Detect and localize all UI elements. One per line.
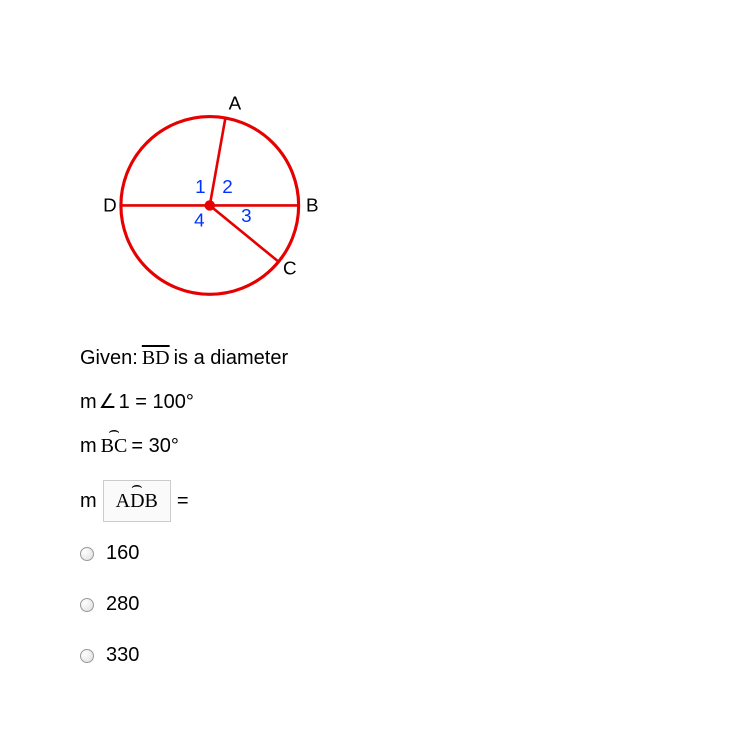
option-280[interactable]: 280 — [80, 593, 680, 616]
radio-icon[interactable] — [80, 547, 94, 561]
label-B: B — [306, 195, 319, 216]
question-arc-box: ADB — [103, 480, 171, 522]
question-line: m ADB = — [80, 480, 680, 522]
label-A: A — [229, 92, 242, 113]
label-D: D — [103, 195, 117, 216]
angle-label-3: 3 — [241, 205, 251, 226]
label-C: C — [283, 257, 297, 278]
radio-icon[interactable] — [80, 649, 94, 663]
measure-m-2: m — [80, 428, 97, 464]
given-section: Given: BD is a diameter m ∠ 1 = 100° m B… — [80, 340, 680, 522]
arc-bc-value: = 30° — [131, 428, 178, 464]
diameter-suffix: is a diameter — [174, 340, 289, 376]
angle-label-4: 4 — [194, 209, 204, 230]
question-eq: = — [177, 483, 189, 519]
center-dot — [205, 200, 215, 210]
given-diameter-line: Given: BD is a diameter — [80, 340, 680, 376]
angle-label-1: 1 — [195, 176, 205, 197]
segment-BD: BD — [142, 340, 170, 376]
option-160[interactable]: 160 — [80, 542, 680, 565]
measure-m-1: m — [80, 384, 97, 420]
options-list: 160 280 330 — [80, 542, 680, 667]
measure-m-3: m — [80, 483, 97, 519]
radio-icon[interactable] — [80, 598, 94, 612]
angle-label-2: 2 — [222, 176, 232, 197]
arc-bc-line: m BC = 30° — [80, 428, 680, 464]
given-prefix: Given: — [80, 340, 138, 376]
option-label: 280 — [106, 593, 139, 616]
option-label: 330 — [106, 644, 139, 667]
angle-1-value: = 100° — [135, 384, 194, 420]
angle-1-line: m ∠ 1 = 100° — [80, 384, 680, 420]
arc-BC: BC — [101, 428, 128, 464]
angle-num: 1 — [119, 384, 130, 420]
option-330[interactable]: 330 — [80, 644, 680, 667]
arc-ADB: ADB — [116, 483, 158, 519]
diagram-svg: A B C D 1 2 3 4 — [90, 80, 340, 310]
circle-diagram: A B C D 1 2 3 4 — [90, 80, 340, 310]
option-label: 160 — [106, 542, 139, 565]
